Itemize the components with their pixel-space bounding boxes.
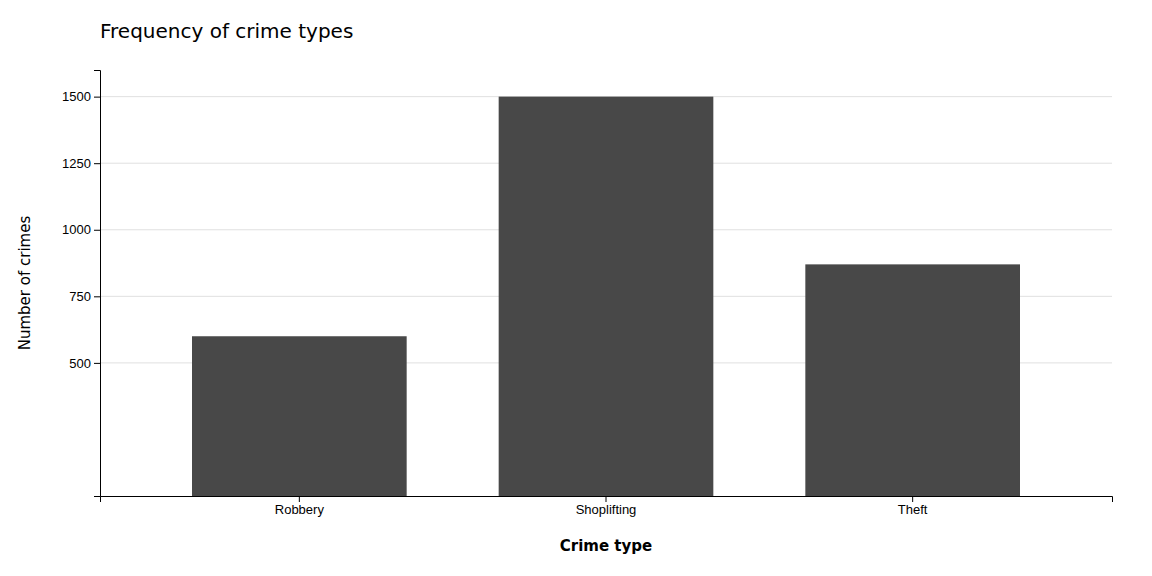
x-tick: Theft xyxy=(898,496,928,517)
tick-label: 1250 xyxy=(62,156,91,171)
tick-mark xyxy=(94,163,100,164)
title: Frequency of crime types xyxy=(100,19,353,43)
y-axis-title: Number of crimes xyxy=(16,216,34,351)
y-tick: 1250 xyxy=(62,156,100,171)
chart-container: 500 750 1000 1250 1500 Robbery Shoplifting Thef… xyxy=(0,0,1152,576)
tick-mark xyxy=(94,363,100,364)
tick-label: 750 xyxy=(69,289,91,304)
axis-line xyxy=(94,71,101,497)
y-tick: 1500 xyxy=(62,89,100,104)
tick-label: 1000 xyxy=(62,222,91,237)
bars xyxy=(192,97,1020,496)
bar xyxy=(192,336,407,496)
tick-label: Robbery xyxy=(275,502,325,517)
tick-mark xyxy=(94,97,100,98)
y-tick: 500 xyxy=(69,356,100,371)
tick-mark xyxy=(606,496,607,502)
x-axis: Robbery Shoplifting Theft xyxy=(101,496,1113,517)
plot: 500 750 1000 1250 1500 Robbery Shoplifting Thef… xyxy=(62,71,1112,518)
x-tick: Shoplifting xyxy=(576,496,637,517)
chart-svg: 500 750 1000 1250 1500 Robbery Shoplifting Thef… xyxy=(0,0,1152,576)
tick-mark xyxy=(912,496,913,502)
y-tick: 1000 xyxy=(62,222,100,237)
y-tick: 750 xyxy=(69,289,100,304)
tick-mark xyxy=(94,296,100,297)
bar xyxy=(805,264,1020,496)
tick-mark xyxy=(299,496,300,502)
tick-label: Theft xyxy=(898,502,928,517)
y-axis: 500 750 1000 1250 1500 xyxy=(62,71,100,497)
bar xyxy=(499,97,714,496)
tick-label: Shoplifting xyxy=(576,502,637,517)
tick-label: 1500 xyxy=(62,89,91,104)
x-tick: Robbery xyxy=(275,496,325,517)
tick-label: 500 xyxy=(69,356,91,371)
axis-line xyxy=(101,497,1113,503)
tick-mark xyxy=(94,230,100,231)
x-axis-title: Crime type xyxy=(560,537,652,555)
